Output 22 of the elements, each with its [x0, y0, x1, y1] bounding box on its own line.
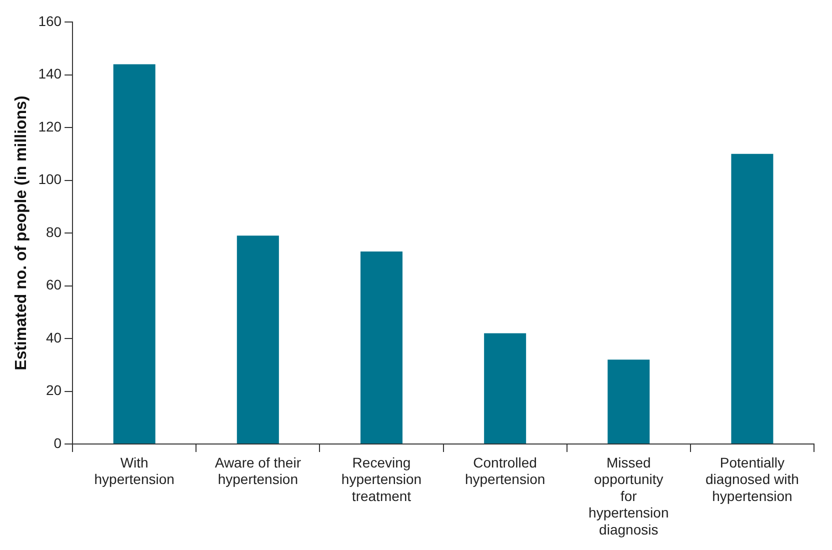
y-axis-title: Estimated no. of people (in millions) [13, 96, 30, 370]
bar [113, 64, 156, 444]
y-tick-label: 140 [38, 66, 62, 82]
y-tick-label: 160 [38, 12, 62, 29]
x-tick-label: Aware of their hypertension [214, 454, 302, 488]
y-tick-label: 20 [46, 382, 62, 398]
y-tick-label: 80 [46, 224, 62, 240]
bar [484, 333, 526, 444]
x-tick-label: Potentially diagnosed with hypertension [706, 454, 799, 504]
y-tick-label: 40 [46, 329, 62, 346]
bar [731, 154, 774, 444]
y-tick-label: 60 [46, 276, 62, 293]
x-tick-label: Controlled hypertension [464, 454, 546, 488]
bar [608, 360, 650, 444]
x-tick-label: With hypertension [94, 454, 174, 488]
x-tick-label: Receving hypertension treatment [341, 454, 422, 504]
y-tick-label: 120 [38, 118, 62, 134]
x-tick-label: Missed opportunity for hypertension diagnosis [588, 454, 669, 538]
y-tick-label: 0 [54, 434, 62, 451]
bar [236, 236, 279, 444]
y-tick-label: 100 [38, 171, 62, 188]
bar [360, 251, 402, 444]
